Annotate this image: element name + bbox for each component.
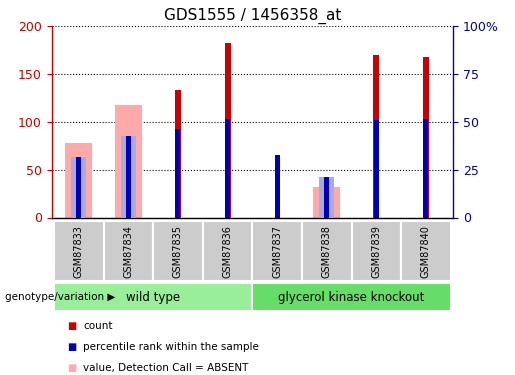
Bar xyxy=(302,221,352,281)
Bar xyxy=(252,221,302,281)
Bar xyxy=(373,55,380,217)
Text: GSM87833: GSM87833 xyxy=(74,225,84,278)
Bar xyxy=(401,221,451,281)
Text: ■: ■ xyxy=(67,363,76,372)
Text: ■: ■ xyxy=(67,342,76,352)
Bar xyxy=(225,119,230,218)
Text: percentile rank within the sample: percentile rank within the sample xyxy=(83,342,260,352)
Text: genotype/variation ▶: genotype/variation ▶ xyxy=(5,292,115,302)
Bar xyxy=(126,136,131,218)
Bar xyxy=(324,177,329,218)
Bar xyxy=(76,157,81,218)
Bar xyxy=(54,283,252,311)
Bar xyxy=(121,136,136,218)
Bar xyxy=(203,221,252,281)
Bar xyxy=(352,221,401,281)
Text: GSM87836: GSM87836 xyxy=(222,225,233,278)
Text: GSM87835: GSM87835 xyxy=(173,225,183,278)
Text: count: count xyxy=(83,321,113,331)
Text: GSM87837: GSM87837 xyxy=(272,225,282,278)
Bar xyxy=(319,177,334,218)
Bar xyxy=(374,120,379,218)
Bar xyxy=(252,283,451,311)
Text: GSM87839: GSM87839 xyxy=(371,225,381,278)
Bar xyxy=(175,90,181,218)
Bar xyxy=(423,57,429,217)
Bar xyxy=(54,221,104,281)
Bar xyxy=(176,129,180,217)
Bar xyxy=(423,119,428,218)
Bar xyxy=(104,221,153,281)
Bar xyxy=(72,157,86,218)
Text: GSM87834: GSM87834 xyxy=(124,225,133,278)
Text: value, Detection Call = ABSENT: value, Detection Call = ABSENT xyxy=(83,363,249,372)
Bar xyxy=(313,187,340,218)
Bar xyxy=(153,221,203,281)
Text: glycerol kinase knockout: glycerol kinase knockout xyxy=(278,291,425,304)
Text: ■: ■ xyxy=(67,321,76,331)
Text: GSM87840: GSM87840 xyxy=(421,225,431,278)
Bar xyxy=(115,105,142,218)
Bar xyxy=(225,44,231,218)
Text: wild type: wild type xyxy=(126,291,180,304)
Bar xyxy=(65,143,92,218)
Text: GSM87838: GSM87838 xyxy=(322,225,332,278)
Bar xyxy=(274,155,280,218)
Title: GDS1555 / 1456358_at: GDS1555 / 1456358_at xyxy=(164,7,341,24)
